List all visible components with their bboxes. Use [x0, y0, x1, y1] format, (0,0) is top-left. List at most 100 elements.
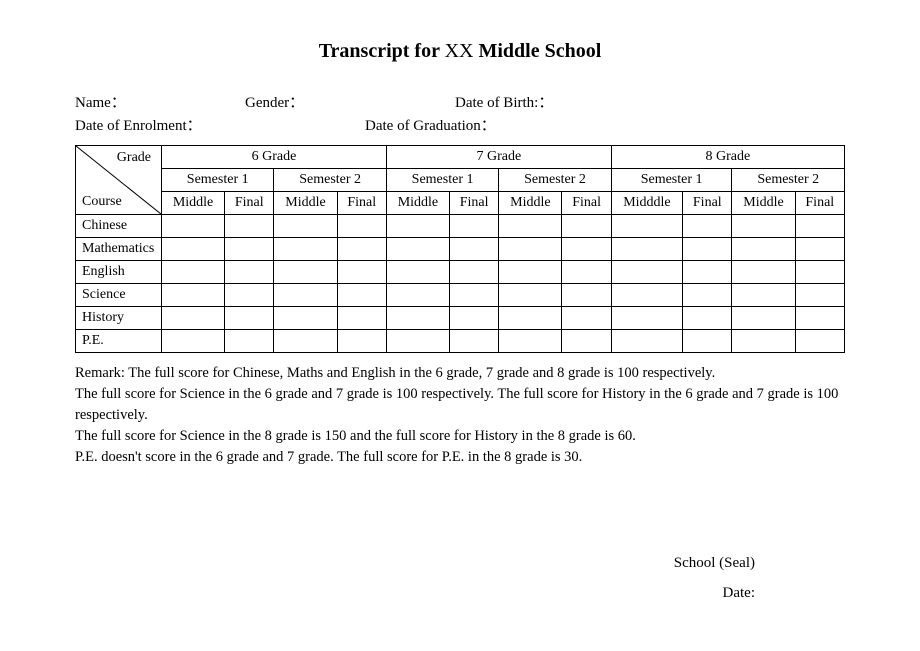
score-cell [683, 284, 732, 307]
remark-line: P.E. doesn't score in the 6 grade and 7 … [75, 447, 845, 468]
score-cell [449, 261, 498, 284]
score-cell [795, 215, 844, 238]
score-cell [795, 307, 844, 330]
subcol-header: Final [449, 192, 498, 215]
score-cell [386, 261, 449, 284]
grade-header: 6 Grade [162, 146, 387, 169]
course-name: History [76, 307, 162, 330]
score-cell [386, 215, 449, 238]
course-name: Science [76, 284, 162, 307]
score-cell [683, 307, 732, 330]
subcol-header: Middle [732, 192, 795, 215]
graduation-label: Date of Graduation： [365, 114, 496, 135]
transcript-table: Grade Course 6 Grade 7 Grade 8 Grade Sem… [75, 145, 845, 353]
score-cell [499, 330, 562, 353]
subcol-header: Final [337, 192, 386, 215]
subcol-header: Middle [162, 192, 225, 215]
score-cell [499, 284, 562, 307]
score-cell [162, 261, 225, 284]
table-row: History [76, 307, 845, 330]
score-cell [386, 330, 449, 353]
score-cell [732, 261, 795, 284]
subcol-header: Final [795, 192, 844, 215]
diag-course-label: Course [82, 194, 122, 210]
page-title: Transcript for XX Middle School [75, 40, 845, 63]
subcol-header: Middle [386, 192, 449, 215]
score-cell [611, 215, 682, 238]
score-cell [162, 284, 225, 307]
enrolment-label: Date of Enrolment： [75, 114, 365, 135]
score-cell [499, 215, 562, 238]
score-cell [162, 215, 225, 238]
score-cell [225, 330, 274, 353]
score-cell [611, 330, 682, 353]
score-cell [274, 238, 337, 261]
score-cell [611, 307, 682, 330]
score-cell [683, 330, 732, 353]
score-cell [449, 307, 498, 330]
score-cell [499, 238, 562, 261]
score-cell [274, 307, 337, 330]
score-cell [732, 284, 795, 307]
footer-block: School (Seal) Date: [75, 548, 845, 608]
table-row: P.E. [76, 330, 845, 353]
score-cell [274, 284, 337, 307]
grade-header: 8 Grade [611, 146, 844, 169]
score-cell [611, 238, 682, 261]
score-cell [562, 330, 611, 353]
remark-line: Remark: The full score for Chinese, Math… [75, 363, 845, 384]
score-cell [795, 238, 844, 261]
subcol-header: Middle [499, 192, 562, 215]
score-cell [274, 215, 337, 238]
score-cell [337, 330, 386, 353]
score-cell [562, 215, 611, 238]
score-cell [337, 261, 386, 284]
subcol-header: Midddle [611, 192, 682, 215]
subcol-header: Middle [274, 192, 337, 215]
subcol-header: Final [562, 192, 611, 215]
subcol-header: Final [225, 192, 274, 215]
score-cell [732, 215, 795, 238]
semester-header: Semester 1 [162, 169, 274, 192]
course-name: English [76, 261, 162, 284]
score-cell [337, 215, 386, 238]
table-row: Chinese [76, 215, 845, 238]
score-cell [386, 307, 449, 330]
score-cell [225, 238, 274, 261]
score-cell [732, 238, 795, 261]
score-cell [225, 307, 274, 330]
score-cell [162, 238, 225, 261]
score-cell [732, 307, 795, 330]
score-cell [562, 307, 611, 330]
score-cell [683, 261, 732, 284]
score-cell [562, 284, 611, 307]
score-cell [449, 284, 498, 307]
school-seal-label: School (Seal) [75, 548, 755, 578]
score-cell [337, 238, 386, 261]
gender-label: Gender： [245, 91, 455, 112]
diagonal-header: Grade Course [76, 146, 162, 215]
title-suffix: Middle School [474, 40, 602, 62]
score-cell [274, 330, 337, 353]
score-cell [499, 307, 562, 330]
score-cell [795, 284, 844, 307]
score-cell [732, 330, 795, 353]
score-cell [611, 284, 682, 307]
score-cell [225, 284, 274, 307]
score-cell [683, 215, 732, 238]
remark-line: The full score for Science in the 8 grad… [75, 426, 845, 447]
footer-date-label: Date: [75, 578, 755, 608]
score-cell [683, 238, 732, 261]
table-row: English [76, 261, 845, 284]
score-cell [611, 261, 682, 284]
score-cell [225, 215, 274, 238]
grade-header: 7 Grade [386, 146, 611, 169]
score-cell [449, 238, 498, 261]
score-cell [162, 330, 225, 353]
dob-label: Date of Birth:： [455, 91, 553, 112]
course-name: Chinese [76, 215, 162, 238]
title-prefix: Transcript for [319, 40, 445, 62]
score-cell [162, 307, 225, 330]
score-cell [562, 261, 611, 284]
semester-header: Semester 1 [611, 169, 732, 192]
